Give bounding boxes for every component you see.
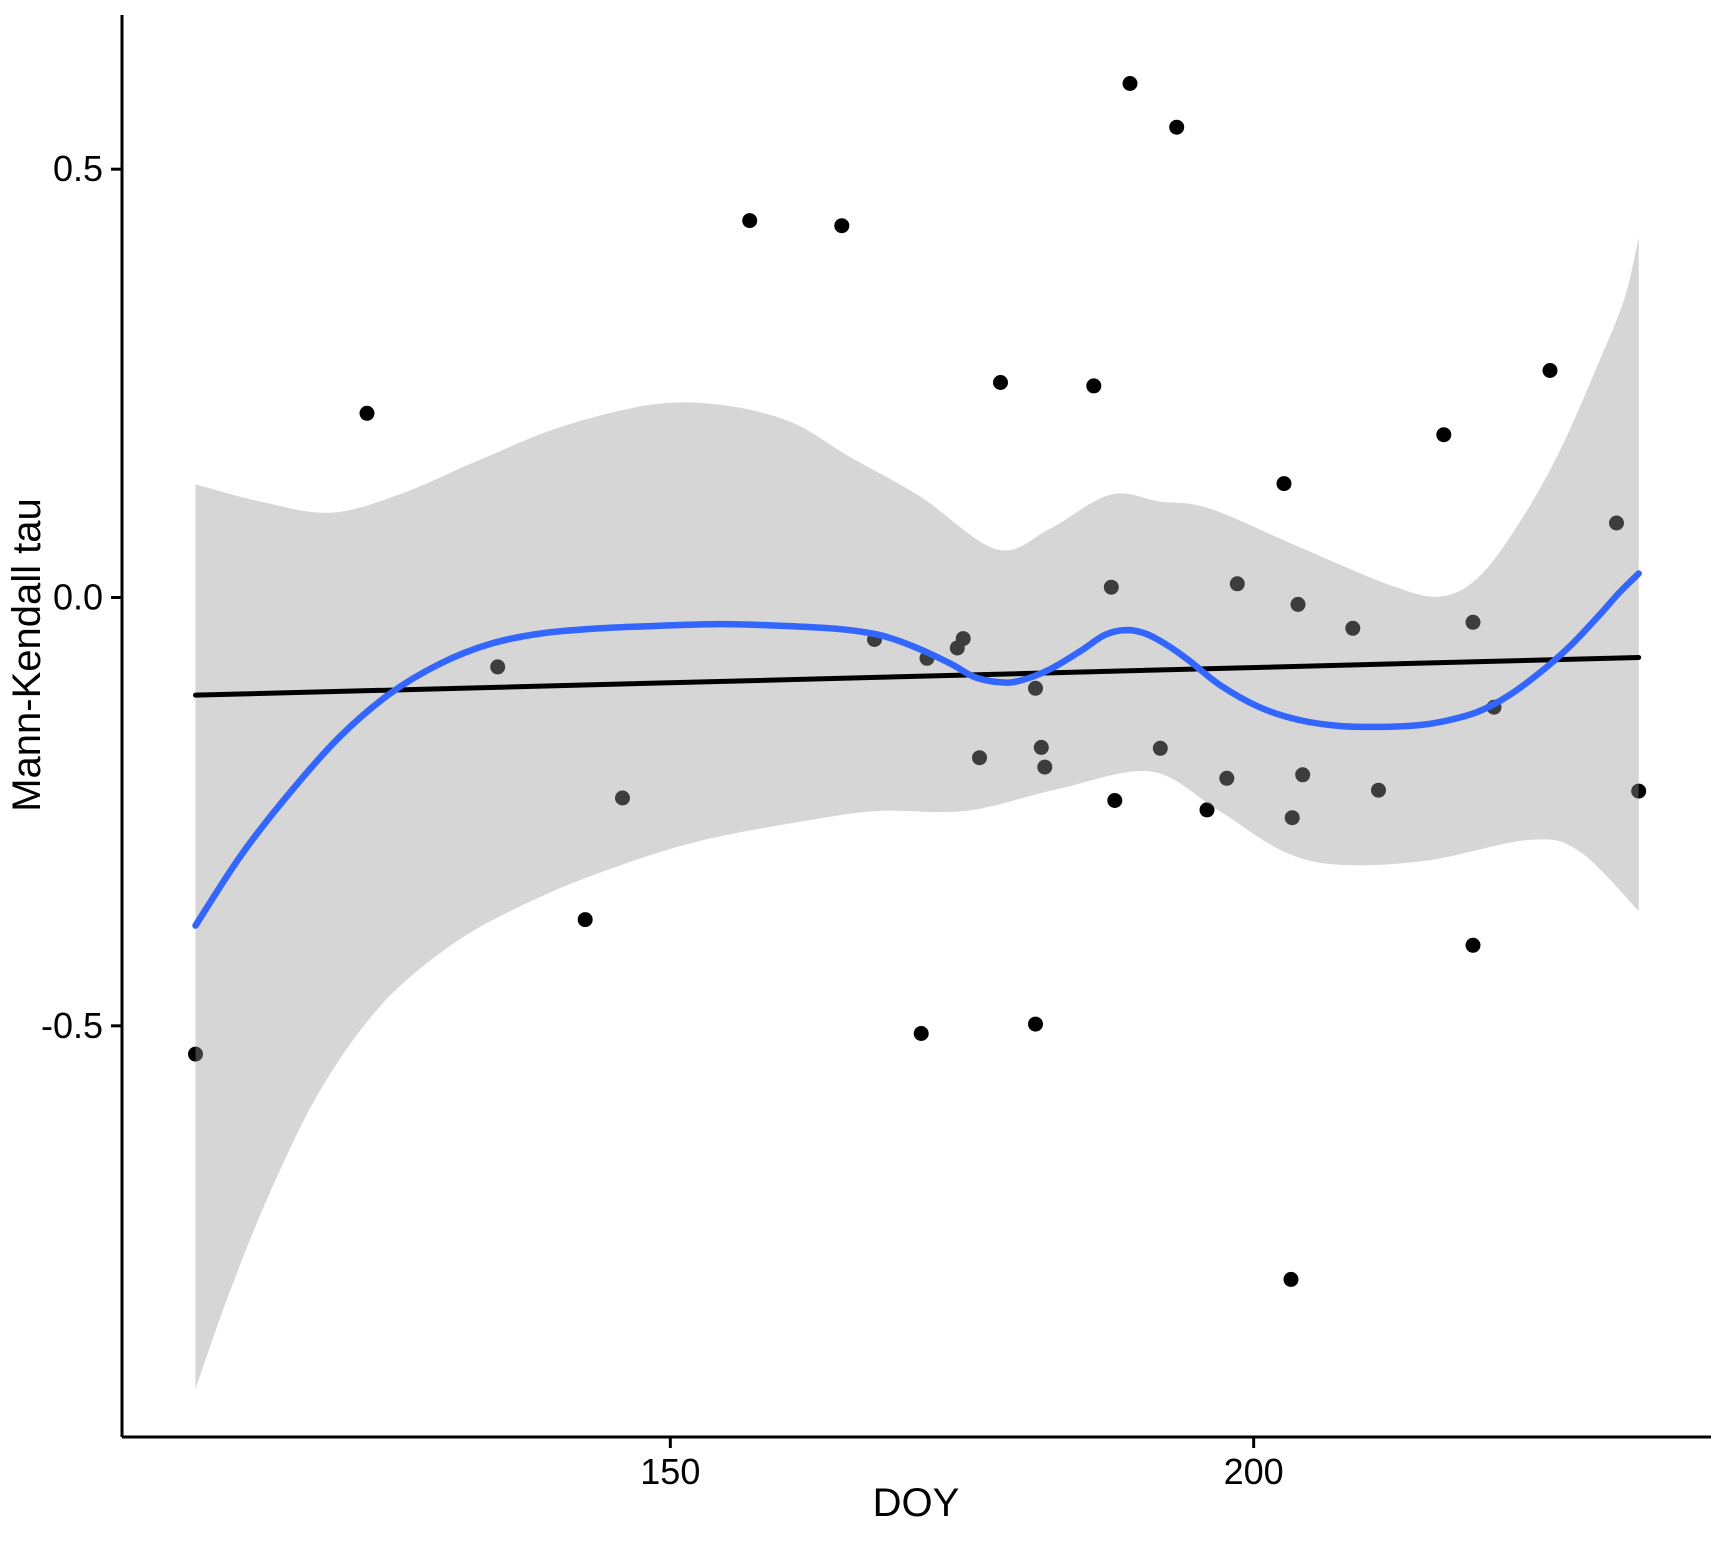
y-axis-title: Mann-Kendall tau	[5, 498, 49, 812]
data-point	[577, 912, 593, 928]
data-point	[742, 213, 758, 229]
data-point	[1295, 767, 1311, 783]
data-point	[1465, 937, 1481, 953]
data-point	[1028, 680, 1043, 696]
data-point	[1152, 740, 1168, 756]
data-point	[972, 750, 987, 766]
data-point	[490, 659, 506, 675]
tick-labels-layer: -0.5 0.0 0.5 150 200	[41, 148, 1284, 1492]
confidence-ribbon	[195, 237, 1639, 1390]
data-point	[913, 1026, 929, 1041]
data-point	[1436, 427, 1452, 443]
data-point	[993, 375, 1008, 390]
data-point	[1033, 739, 1049, 755]
y-tick-label: -0.5	[41, 1005, 103, 1046]
x-tick-label: 150	[640, 1451, 700, 1492]
x-axis-title: DOY	[873, 1481, 960, 1525]
data-point	[834, 218, 850, 234]
data-point	[955, 631, 971, 647]
data-point	[1229, 576, 1245, 592]
data-point	[1276, 476, 1292, 492]
data-point	[1542, 363, 1558, 378]
y-tick-label: 0.0	[53, 577, 103, 618]
data-point	[1290, 596, 1306, 612]
data-point	[1219, 770, 1235, 786]
data-point	[1199, 802, 1215, 818]
data-point	[1283, 1271, 1299, 1287]
data-point	[1122, 76, 1138, 91]
data-point	[1169, 119, 1185, 135]
linear-fit-line	[193, 654, 1642, 698]
data-point	[1103, 579, 1119, 595]
data-point	[1037, 759, 1053, 775]
data-point	[1609, 515, 1624, 531]
axes-layer	[111, 15, 1711, 1448]
fit-lines-layer	[192, 570, 1642, 929]
data-point	[615, 790, 630, 806]
loess-smooth-line	[192, 570, 1642, 929]
data-point	[1465, 614, 1481, 630]
confidence-ribbon-layer	[195, 237, 1639, 1390]
data-point	[1345, 620, 1361, 636]
data-point	[359, 405, 375, 421]
data-point	[1371, 782, 1386, 798]
data-point	[1028, 1016, 1043, 1032]
data-point	[188, 1046, 203, 1062]
data-point	[1631, 783, 1647, 799]
y-tick-label: 0.5	[53, 148, 103, 189]
data-point	[1284, 810, 1300, 826]
data-point	[1086, 378, 1102, 394]
x-tick-label: 200	[1224, 1451, 1284, 1492]
data-point	[1107, 793, 1123, 808]
